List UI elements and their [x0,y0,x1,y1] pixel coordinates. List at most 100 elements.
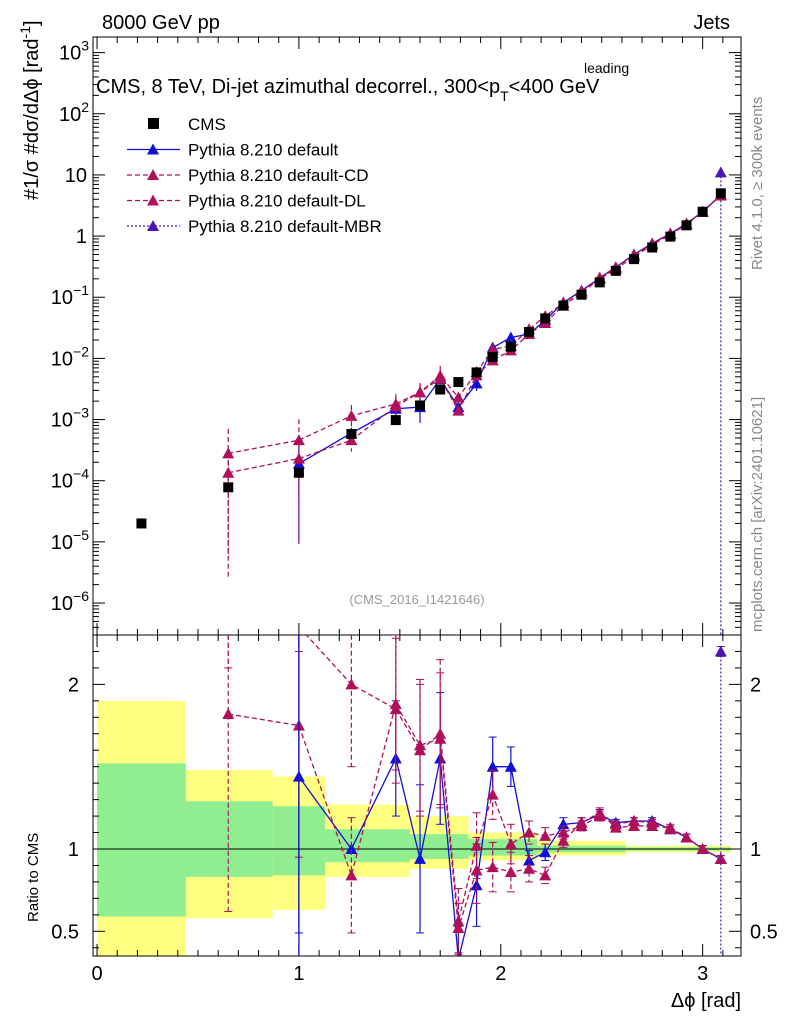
y-tick-label: 102 [59,99,89,126]
ratio-point [714,852,727,864]
ratio-point [470,839,483,851]
ratio-tick-label-right: 0.5 [750,921,778,943]
cms-data-point [136,518,147,529]
series-point [504,331,517,343]
cms-data-point [453,377,464,388]
y-axis-label-main: #1/σ #dσ/dΔϕ [rad [21,38,43,200]
mcplots-url-label: mcplots.cern.ch [arXiv:2401.10621] [749,397,766,632]
series-point [345,409,358,421]
ratio-point [575,819,588,831]
x-tick-label: 1 [293,963,304,985]
cms-data-point [697,206,708,217]
ratio-tick-labels: 0.5 0.5 1 1 2 2 [51,674,778,943]
chart-title-subscript: T [500,88,509,104]
ratio-point [470,879,483,891]
ratio-point [504,760,517,772]
cms-data-point [223,482,234,493]
legend-marker [147,220,159,231]
ratio-point [345,869,358,881]
series-point [292,434,305,446]
ratio-point [222,708,235,720]
cms-data-point [576,289,587,300]
ratio-point [434,727,447,739]
header-energy-label: 8000 GeV pp [102,12,220,34]
ratio-point [646,816,659,828]
ratio-series-group [222,635,727,956]
legend-marker-cms [148,118,159,129]
cms-data-point [390,415,401,426]
legend-label: Pythia 8.210 default-DL [188,192,366,211]
ratio-point [345,678,358,690]
ratio-point [452,915,465,927]
y-tick-label: 10−6 [51,588,89,615]
ratio-tick-label-right: 2 [750,674,761,696]
chart-title: CMS, 8 TeV, Di-jet azimuthal decorrel., … [96,76,600,104]
cms-data-point [647,242,658,253]
ratio-point [557,834,570,846]
legend: CMS Pythia 8.210 default Pythia 8.210 defa… [127,115,382,236]
ratio-point [345,843,358,854]
rivet-version-label: Rivet 4.1.0, ≥ 300k events [749,97,766,270]
series-line-1 [228,195,722,474]
ratio-point [539,846,552,858]
y-tick-label: 10−3 [51,405,89,432]
cms-data-point [471,367,482,378]
ratio-y-axis-label: Ratio to CMS [25,833,42,922]
series-point [222,447,235,459]
y-tick-labels: 10−6 10−5 10−4 10−3 10−2 10−1 1 10 102 103 [51,38,89,615]
legend-marker [147,194,159,206]
ratio-point [628,815,641,827]
series-point [414,386,427,398]
ratio-band-inner-0 [97,763,186,917]
legend-label: CMS [188,115,226,134]
series-point [345,434,358,446]
ratio-tick-label-left: 1 [68,839,79,861]
chart-title-superscript: leading [584,60,629,76]
series-point [486,343,499,355]
ratio-point [539,869,552,881]
chart-title-tail: <400 GeV [509,76,600,98]
ratio-point [486,788,499,800]
ratio-point [593,810,606,822]
cms-data-point [524,327,535,338]
y-axis-label: #1/σ #dσ/dΔϕ [rad-1] [17,20,43,200]
analysis-id-label: (CMS_2016_I1421646) [349,592,484,607]
ratio-point [452,922,465,934]
ratio-point [714,645,727,657]
legend-marker [147,169,159,180]
ratio-plot-frame [92,634,742,957]
main-series-group [222,166,727,635]
ratio-tick-label-left: 0.5 [51,921,79,943]
y-tick-label: 10−1 [51,282,89,309]
ratio-point [523,826,536,838]
cms-data-point [558,300,569,311]
ratio-point [664,823,677,835]
ratio-point [523,862,536,874]
y-axis-label-tail: ] [21,20,43,26]
y-axis-label-sup: -1 [17,26,33,39]
ratio-point [389,703,402,715]
cms-data-point [435,384,446,395]
y-tick-label: 1 [76,226,87,248]
legend-label: Pythia 8.210 default-CD [188,166,369,185]
ratio-point [557,826,570,838]
series-point [452,404,465,416]
axis-ticks [93,37,741,956]
legend-marker [147,143,159,155]
y-tick-label: 103 [59,38,89,65]
y-tick-label: 10 [65,165,87,187]
cms-data-point [665,231,676,242]
cms-data-point [610,265,621,276]
x-tick-labels: 0 1 2 3 [91,963,708,985]
ratio-point [504,866,517,878]
ratio-tick-label-right: 1 [750,839,761,861]
ratio-band-inner-5 [468,839,538,856]
y-tick-label: 10−5 [51,527,89,554]
series-line-2 [228,194,722,455]
series-point [292,452,305,464]
series-point [452,391,465,403]
cms-data-point [540,313,551,324]
series-point [470,377,483,389]
ratio-point [680,831,693,843]
